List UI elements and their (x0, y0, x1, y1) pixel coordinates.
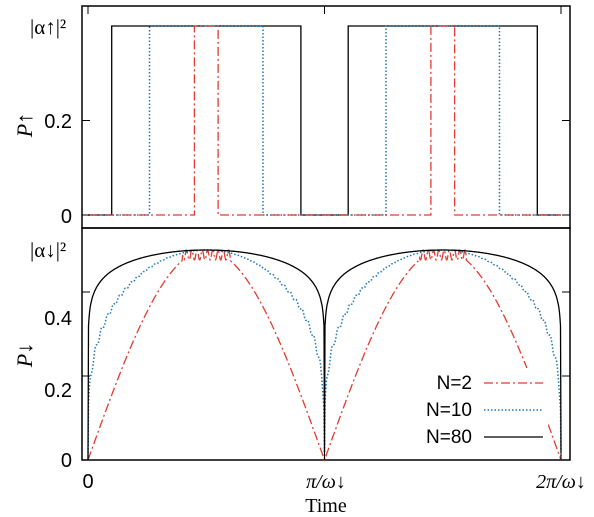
x-tick-label-pi: π/ω↓ (306, 471, 346, 493)
top-series-n10 (88, 25, 561, 216)
bottom-y-tick-label-0.4: 0.4 (44, 308, 72, 330)
legend-label-n10: N=10 (426, 400, 472, 421)
top-y-top-label: |α↑|² (30, 15, 66, 39)
bottom-y-tick-label-0: 0 (61, 450, 72, 472)
bottom-y-tick-label-0.2: 0.2 (44, 380, 72, 402)
top-series-group (88, 25, 561, 216)
bottom-y-top-label: |α↓|² (30, 238, 66, 262)
legend-label-n2: N=2 (437, 373, 472, 394)
bottom-y-axis-label: P↓ (12, 343, 37, 368)
axis-ticks (82, 6, 570, 461)
x-axis-label: Time (305, 495, 347, 517)
top-series-n2 (88, 25, 561, 216)
top-y-axis-label: P↑ (12, 113, 37, 138)
top-y-tick-label-0.2: 0.2 (44, 111, 72, 133)
top-series-n80 (88, 25, 561, 216)
bottom-panel-frame (81, 227, 571, 461)
x-tick-label-0: 0 (82, 471, 93, 493)
x-tick-label-2pi: 2π/ω↓ (536, 471, 586, 493)
top-y-tick-label-0: 0 (61, 206, 72, 228)
bottom-series-n10 (87, 249, 562, 461)
top-panel-frame (81, 5, 571, 229)
legend-label-n80: N=80 (426, 427, 472, 448)
legend: N=2 N=10 N=80 (380, 368, 548, 458)
